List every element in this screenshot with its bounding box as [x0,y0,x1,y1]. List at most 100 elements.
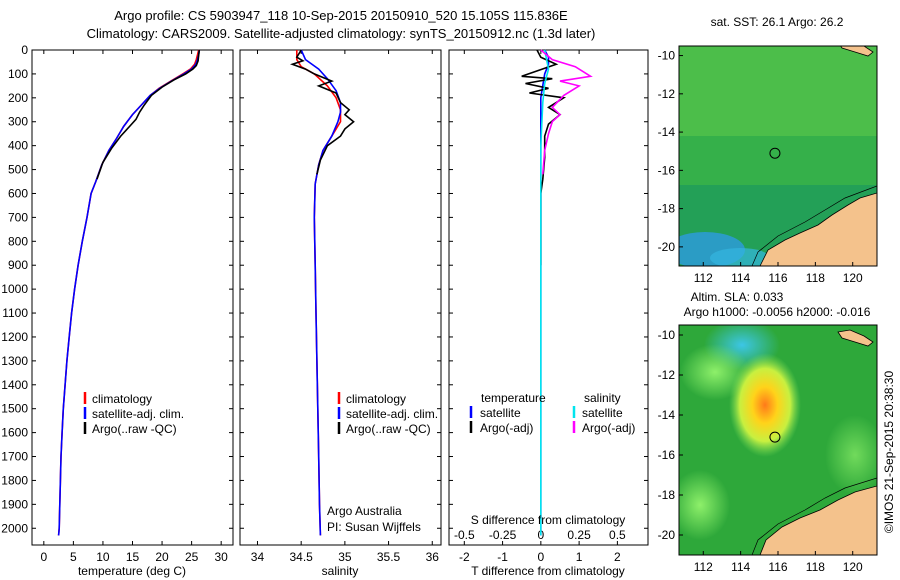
lon-tick-label: 114 [731,271,750,285]
lat-tick-label: -14 [658,125,676,139]
series-line-s-argo-adj- [540,49,593,175]
argo-location-marker [769,147,781,159]
depth-tick-label: 1600 [1,426,28,440]
lat-tick-label: -10 [658,49,676,63]
sst-warm-band [679,46,877,136]
depth-tick-label: 400 [8,139,28,153]
salinity-panel: 34 34.5 35 35.5 36 salinity Argo Australia P… [239,49,442,578]
lon-tick-label: 112 [694,560,713,574]
depth-tick-label: 1700 [1,450,28,464]
depth-tick-label: 1500 [1,402,28,416]
s-tick-label: -0.5 [454,528,475,542]
legend-label-argo: Argo(..raw -QC) [346,422,431,436]
temperature-legend: climatology satellite-adj. clim. Argo(..… [83,392,184,436]
depth-tick-label: 100 [8,67,28,81]
lat-tick-label: -10 [658,328,676,342]
sla-map-title: Altim. SLA: 0.033 [691,290,784,304]
lon-tick-label: 118 [806,271,825,285]
sla-mid-patch [825,415,877,495]
lon-tick-label: 116 [768,560,787,574]
x-tick-label: 34.5 [289,550,313,564]
depth-tick-label: 1900 [1,497,28,511]
lat-tick-label: -16 [658,163,676,177]
x-tick-label: 34 [251,550,265,564]
argo-location-marker [769,431,781,443]
legend-label-satellite: satellite-adj. clim. [92,407,184,421]
salinity-xlabel: salinity [322,564,359,578]
legend-label-climatology: climatology [92,392,152,406]
temperature-xlabel: temperature (deg C) [78,564,186,578]
legend-label-climatology: climatology [346,392,406,406]
salinity-plot-frame [239,49,442,546]
lon-tick-label: 120 [843,271,863,285]
shelf-contour [751,185,877,266]
lat-tick-label: -16 [658,448,676,462]
legend-label-argo: Argo(..raw -QC) [92,422,177,436]
depth-tick-label: 300 [8,115,28,129]
legend-label-s-argo: Argo(-adj) [582,421,635,435]
series-line-s-satellite [540,49,550,536]
x-tick-label: 20 [155,550,169,564]
legend-label-t-satellite: satellite [480,406,521,420]
lat-tick-label: -20 [658,240,676,254]
shelf-contour [751,477,877,555]
lon-tick-label: 116 [768,271,787,285]
coastline-land [759,192,877,266]
depth-tick-label: 1000 [1,282,28,296]
series-line-satellite-adj-clim- [57,49,201,536]
annotation-line2: PI: Susan Wijffels [327,520,421,534]
lat-tick-label: -14 [658,408,676,422]
lat-tick-label: -20 [658,528,676,542]
depth-tick-label: 1200 [1,330,28,344]
s-tick-label: 0.25 [567,528,591,542]
depth-tick-label: 200 [8,91,28,105]
difference-plot-frame [448,49,649,546]
coastline-land [759,485,877,555]
figure-title-line1: Argo profile: CS 5903947_118 10-Sep-2015… [114,8,568,23]
x-tick-label: 0 [538,550,545,564]
legend-label-t-argo: Argo(-adj) [480,421,533,435]
s-tick-label: -0.25 [489,528,517,542]
depth-tick-label: 700 [8,210,28,224]
difference-xlabel: T difference from climatology [471,564,625,578]
depth-tick-label: 1800 [1,473,28,487]
x-tick-label: 5 [70,550,77,564]
x-tick-label: 15 [126,550,140,564]
legend-label-s-satellite: satellite [582,406,623,420]
series-line-argo-raw-qc- [96,49,201,180]
s-tick-label: 0.5 [609,528,626,542]
x-tick-label: 30 [214,550,228,564]
annotation-line1: Argo Australia [327,504,402,518]
sst-map-panel: sat. SST: 26.1 Argo: 26.2 112 114 116 118 12… [658,15,878,285]
depth-tick-label: 0 [21,43,28,57]
legend-header-salinity: salinity [584,391,621,405]
temperature-panel: 0 5 10 15 20 25 300100200300400500600700800900… [1,43,234,578]
imos-credit: ©IMOS 21-Sep-2015 20:38:30 [882,371,896,534]
salinity-legend: climatology satellite-adj. clim. Argo(..… [337,392,438,436]
depth-tick-label: 600 [8,186,28,200]
x-tick-label: 35 [338,550,352,564]
sst-cold-patch [710,248,770,266]
legend-label-satellite: satellite-adj. clim. [346,407,438,421]
lon-tick-label: 114 [731,560,750,574]
x-tick-label: 0 [40,550,47,564]
x-tick-label: 25 [185,550,199,564]
lon-tick-label: 112 [694,271,713,285]
depth-tick-label: 900 [8,258,28,272]
series-line-argo-raw-qc- [289,49,355,175]
depth-tick-label: 2000 [1,521,28,535]
x-tick-label: -2 [459,550,470,564]
depth-tick-label: 1100 [2,306,28,320]
depth-tick-label: 800 [8,234,28,248]
sla-map-panel: Altim. SLA: 0.033 Argo h1000: -0.0056 h2… [658,290,878,574]
difference-legend: temperature salinity satellite Argo(-adj… [469,391,635,435]
sst-map-title: sat. SST: 26.1 Argo: 26.2 [711,15,844,29]
island-land [840,46,874,57]
depth-tick-label: 500 [8,163,28,177]
x-tick-label: -1 [497,550,508,564]
figure-title-line2: Climatology: CARS2009. Satellite-adjuste… [87,26,596,41]
sla-high-anomaly [729,353,801,457]
lon-tick-label: 120 [843,560,863,574]
series-line-climatology [57,49,200,536]
